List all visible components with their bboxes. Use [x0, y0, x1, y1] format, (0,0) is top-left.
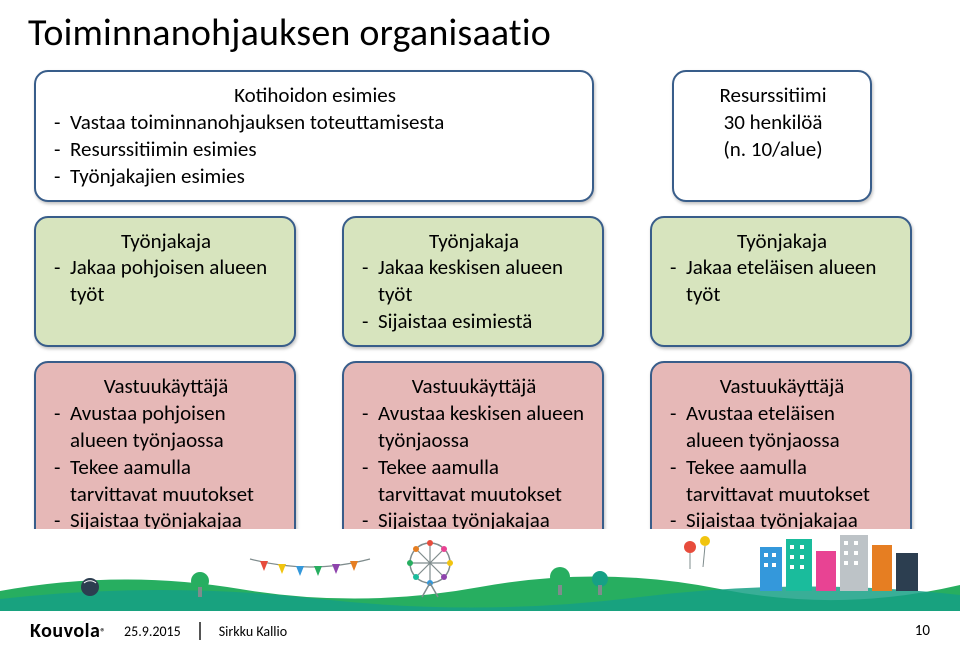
list-item: Avustaa eteläisen alueen työnjaossa	[670, 400, 894, 454]
line: Resurssitiimi	[692, 82, 854, 109]
box-vastuu-etelainen: Vastuukäyttäjä Avustaa eteläisen alueen …	[650, 361, 912, 546]
footer-illustration	[0, 529, 960, 611]
page-number: 10	[915, 622, 930, 640]
box-kotihoidon-esimies: Kotihoidon esimies Vastaa toiminnanohjau…	[34, 70, 594, 202]
separator	[199, 622, 201, 640]
line: 30 henkilöä	[692, 109, 854, 136]
box-tyonjakaja-etelainen: Työnjakaja Jakaa eteläisen alueen työt	[650, 216, 912, 348]
footer-bar: Kouvola® 25.9.2015 Sirkku Kallio 10	[0, 611, 960, 653]
list-item: Sijaistaa esimiestä	[362, 308, 586, 335]
diagram-content: Kotihoidon esimies Vastaa toiminnanohjau…	[0, 56, 960, 546]
box-head: Työnjakaja	[54, 228, 278, 255]
box-head: Kotihoidon esimies	[54, 82, 576, 109]
row-top: Kotihoidon esimies Vastaa toiminnanohjau…	[34, 70, 932, 202]
list-item: Avustaa pohjoisen alueen työnjaossa	[54, 400, 278, 454]
list-item: Vastaa toiminnanohjauksen toteuttamisest…	[54, 109, 576, 136]
box-vastuu-pohjoinen: Vastuukäyttäjä Avustaa pohjoisen alueen …	[34, 361, 296, 546]
line: (n. 10/alue)	[692, 136, 854, 163]
page-title: Toiminnanohjauksen organisaatio	[0, 0, 960, 56]
row-tyonjakaja: Työnjakaja Jakaa pohjoisen alueen työt T…	[34, 216, 932, 348]
box-tyonjakaja-keskinen: Työnjakaja Jakaa keskisen alueen työt Si…	[342, 216, 604, 348]
logo: Kouvola®	[30, 619, 106, 643]
footer-date: 25.9.2015	[124, 623, 181, 640]
box-vastuu-keskinen: Vastuukäyttäjä Avustaa keskisen alueen t…	[342, 361, 604, 546]
list-item: Tekee aamulla tarvittavat muutokset	[362, 454, 586, 508]
row-vastuukayttaja: Vastuukäyttäjä Avustaa pohjoisen alueen …	[34, 361, 932, 546]
box-head: Vastuukäyttäjä	[670, 373, 894, 400]
footer: Kouvola® 25.9.2015 Sirkku Kallio 10	[0, 529, 960, 653]
list-item: Jakaa keskisen alueen työt	[362, 254, 586, 308]
box-tyonjakaja-pohjoinen: Työnjakaja Jakaa pohjoisen alueen työt	[34, 216, 296, 348]
list-item: Työnjakajien esimies	[54, 163, 576, 190]
list-item: Jakaa pohjoisen alueen työt	[54, 254, 278, 308]
box-head: Vastuukäyttäjä	[54, 373, 278, 400]
box-head: Työnjakaja	[362, 228, 586, 255]
list-item: Avustaa keskisen alueen työnjaossa	[362, 400, 586, 454]
box-resurssitiimi: Resurssitiimi 30 henkilöä (n. 10/alue)	[672, 70, 872, 202]
list-item: Jakaa eteläisen alueen työt	[670, 254, 894, 308]
list-item: Resurssitiimin esimies	[54, 136, 576, 163]
footer-author: Sirkku Kallio	[219, 623, 287, 640]
box-head: Työnjakaja	[670, 228, 894, 255]
list-item: Tekee aamulla tarvittavat muutokset	[54, 454, 278, 508]
list-item: Tekee aamulla tarvittavat muutokset	[670, 454, 894, 508]
box-head: Vastuukäyttäjä	[362, 373, 586, 400]
